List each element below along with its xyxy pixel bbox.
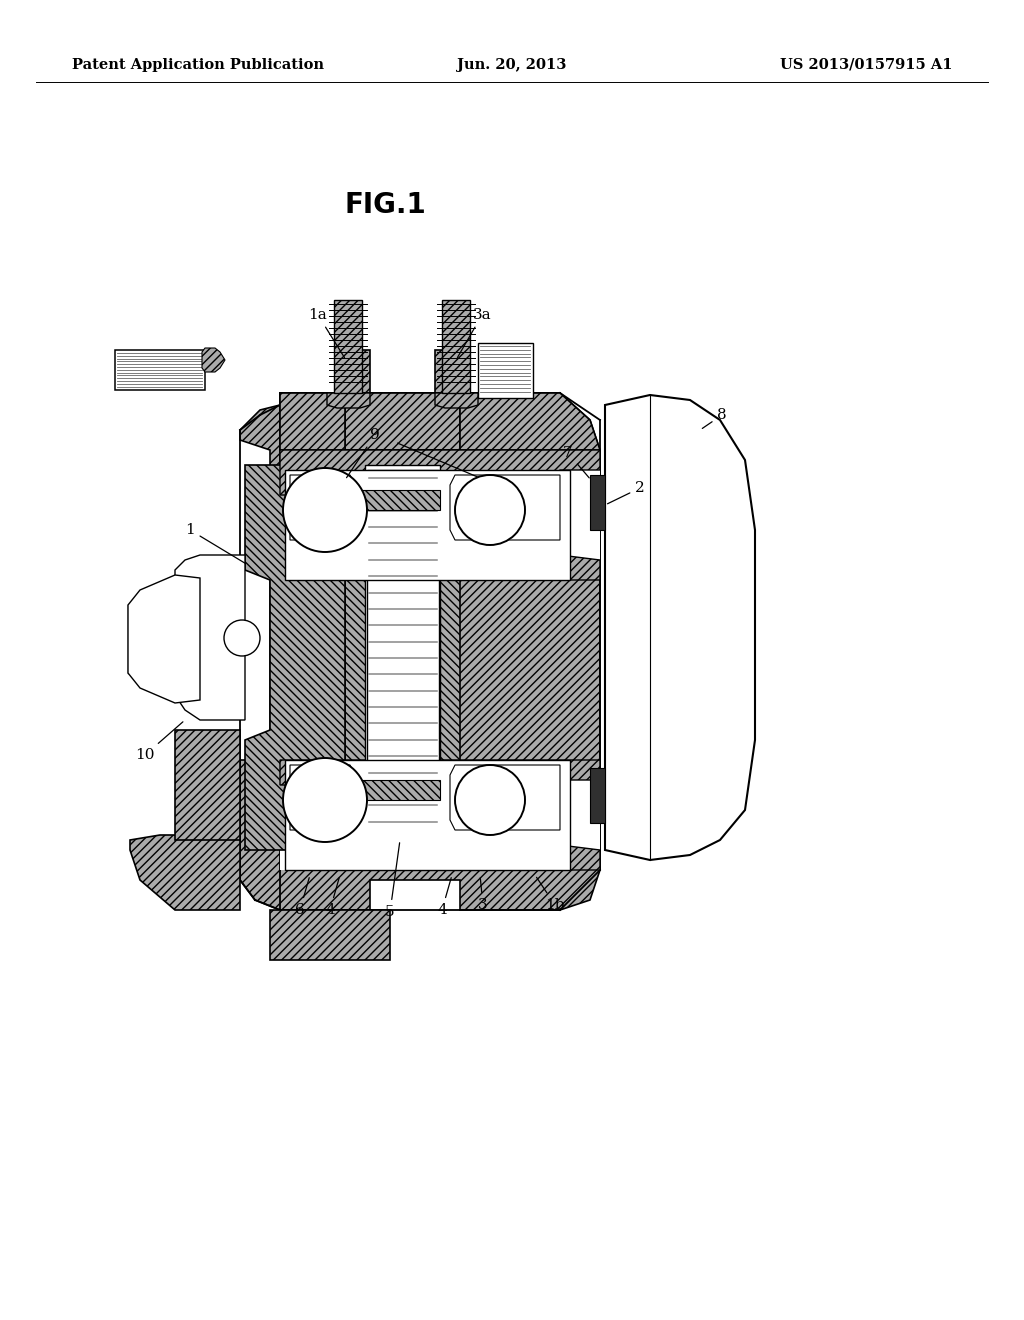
Circle shape (283, 469, 367, 552)
Text: 1b: 1b (537, 878, 565, 912)
Text: 4: 4 (326, 878, 339, 917)
Polygon shape (280, 450, 600, 579)
Polygon shape (175, 730, 240, 840)
Polygon shape (355, 490, 440, 510)
Polygon shape (175, 554, 245, 719)
Polygon shape (450, 475, 560, 540)
Polygon shape (327, 393, 370, 408)
Polygon shape (270, 909, 390, 960)
Bar (115, 350, 205, 389)
Polygon shape (202, 348, 225, 372)
Text: 1a: 1a (308, 308, 344, 358)
Polygon shape (128, 576, 200, 704)
Bar (590, 475, 605, 531)
Polygon shape (290, 766, 355, 830)
Polygon shape (460, 393, 600, 450)
Text: 3: 3 (478, 878, 487, 912)
Polygon shape (285, 760, 570, 870)
Text: FIG.1: FIG.1 (344, 191, 426, 219)
Polygon shape (285, 470, 570, 579)
Bar (478, 343, 534, 399)
Polygon shape (345, 393, 460, 450)
Polygon shape (280, 760, 600, 870)
Text: 4: 4 (437, 878, 452, 917)
Text: Patent Application Publication: Patent Application Publication (72, 58, 324, 73)
Bar (334, 300, 362, 393)
Polygon shape (290, 475, 355, 540)
Text: 5: 5 (385, 842, 399, 919)
Polygon shape (240, 350, 600, 909)
Polygon shape (450, 766, 560, 830)
Text: 10: 10 (135, 722, 183, 762)
Polygon shape (280, 450, 600, 560)
Polygon shape (345, 450, 460, 870)
Circle shape (455, 475, 525, 545)
Polygon shape (280, 393, 345, 450)
Polygon shape (355, 780, 440, 800)
Text: 7: 7 (563, 446, 589, 478)
Bar (590, 768, 605, 822)
Text: 2: 2 (607, 480, 645, 504)
Circle shape (455, 766, 525, 836)
Text: 8: 8 (702, 408, 727, 429)
Text: US 2013/0157915 A1: US 2013/0157915 A1 (779, 58, 952, 73)
Bar (365, 465, 440, 840)
Polygon shape (435, 393, 478, 408)
Text: 9: 9 (346, 428, 380, 478)
Bar (442, 300, 470, 393)
Text: 1: 1 (185, 523, 246, 564)
Text: Jun. 20, 2013: Jun. 20, 2013 (458, 58, 566, 73)
Text: 3a: 3a (458, 308, 492, 358)
Text: 6: 6 (295, 878, 309, 917)
Polygon shape (280, 760, 600, 870)
Circle shape (283, 758, 367, 842)
Polygon shape (605, 395, 755, 861)
Polygon shape (130, 836, 240, 909)
Bar (367, 470, 439, 840)
Circle shape (224, 620, 260, 656)
Polygon shape (245, 465, 345, 850)
